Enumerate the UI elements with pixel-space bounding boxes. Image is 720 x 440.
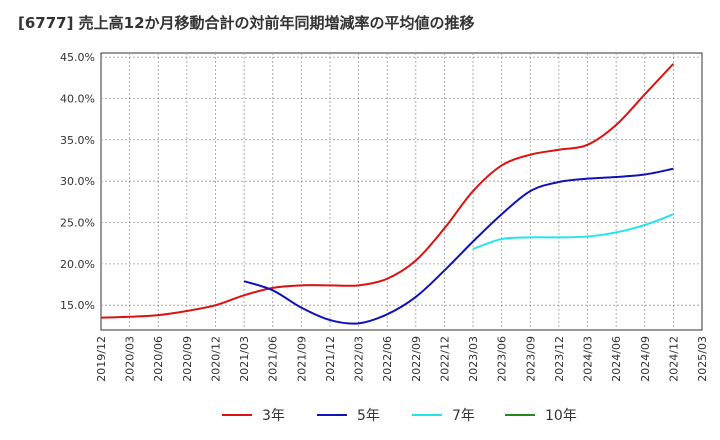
series-layer — [100, 63, 675, 325]
series-line-3 — [472, 213, 674, 250]
x-tick-label: 2022/03 — [353, 336, 366, 382]
x-tick-label: 2020/03 — [124, 336, 137, 382]
chart-title: [6777] 売上高12か月移動合計の対前年同期増減率の平均値の推移 — [18, 14, 475, 32]
y-tick-label: 25.0% — [60, 217, 95, 230]
plot-frame — [100, 52, 703, 331]
y-tick-label: 15.0% — [60, 299, 95, 312]
legend-label-3: 7年 — [452, 408, 475, 424]
x-axis-ticks: 2019/12 2020/03 2020/06 2020/09 2020/12 2021/… — [95, 336, 709, 382]
x-tick-label: 2021/03 — [238, 336, 251, 382]
x-tick-label: 2024/12 — [667, 336, 680, 382]
x-tick-label: 2021/06 — [267, 336, 280, 382]
x-tick-label: 2022/09 — [410, 336, 423, 382]
series-line-2 — [243, 167, 674, 325]
y-tick-label: 30.0% — [60, 175, 95, 188]
x-tick-label: 2021/12 — [324, 336, 337, 382]
y-axis-ticks: 15.0% 20.0% 25.0% 30.0% 35.0% 40.0% 45.0% — [60, 51, 95, 312]
legend-label-4: 10年 — [545, 408, 577, 424]
x-tick-label: 2020/12 — [209, 336, 222, 382]
x-tick-label: 2024/03 — [582, 336, 595, 382]
legend-label-1: 3年 — [262, 408, 285, 424]
x-tick-label: 2023/12 — [553, 336, 566, 382]
y-tick-label: 35.0% — [60, 134, 95, 147]
y-tick-label: 20.0% — [60, 258, 95, 271]
x-tick-label: 2025/03 — [696, 336, 709, 382]
series-line-1 — [100, 63, 675, 319]
legend-label-2: 5年 — [357, 408, 380, 424]
x-tick-label: 2023/03 — [467, 336, 480, 382]
x-tick-label: 2022/12 — [438, 336, 451, 382]
y-tick-label: 45.0% — [60, 51, 95, 64]
x-tick-label: 2024/06 — [610, 336, 623, 382]
x-tick-label: 2024/09 — [639, 336, 652, 382]
x-tick-label: 2020/09 — [181, 336, 194, 382]
x-tick-label: 2023/06 — [496, 336, 509, 382]
legend: 3年 5年 7年 10年 — [222, 408, 577, 424]
x-tick-label: 2022/06 — [381, 336, 394, 382]
x-tick-label: 2021/09 — [295, 336, 308, 382]
x-tick-label: 2023/09 — [524, 336, 537, 382]
plot-area — [100, 52, 703, 331]
x-tick-label: 2019/12 — [95, 336, 108, 382]
x-tick-label: 2020/06 — [152, 336, 165, 382]
y-tick-label: 40.0% — [60, 92, 95, 105]
